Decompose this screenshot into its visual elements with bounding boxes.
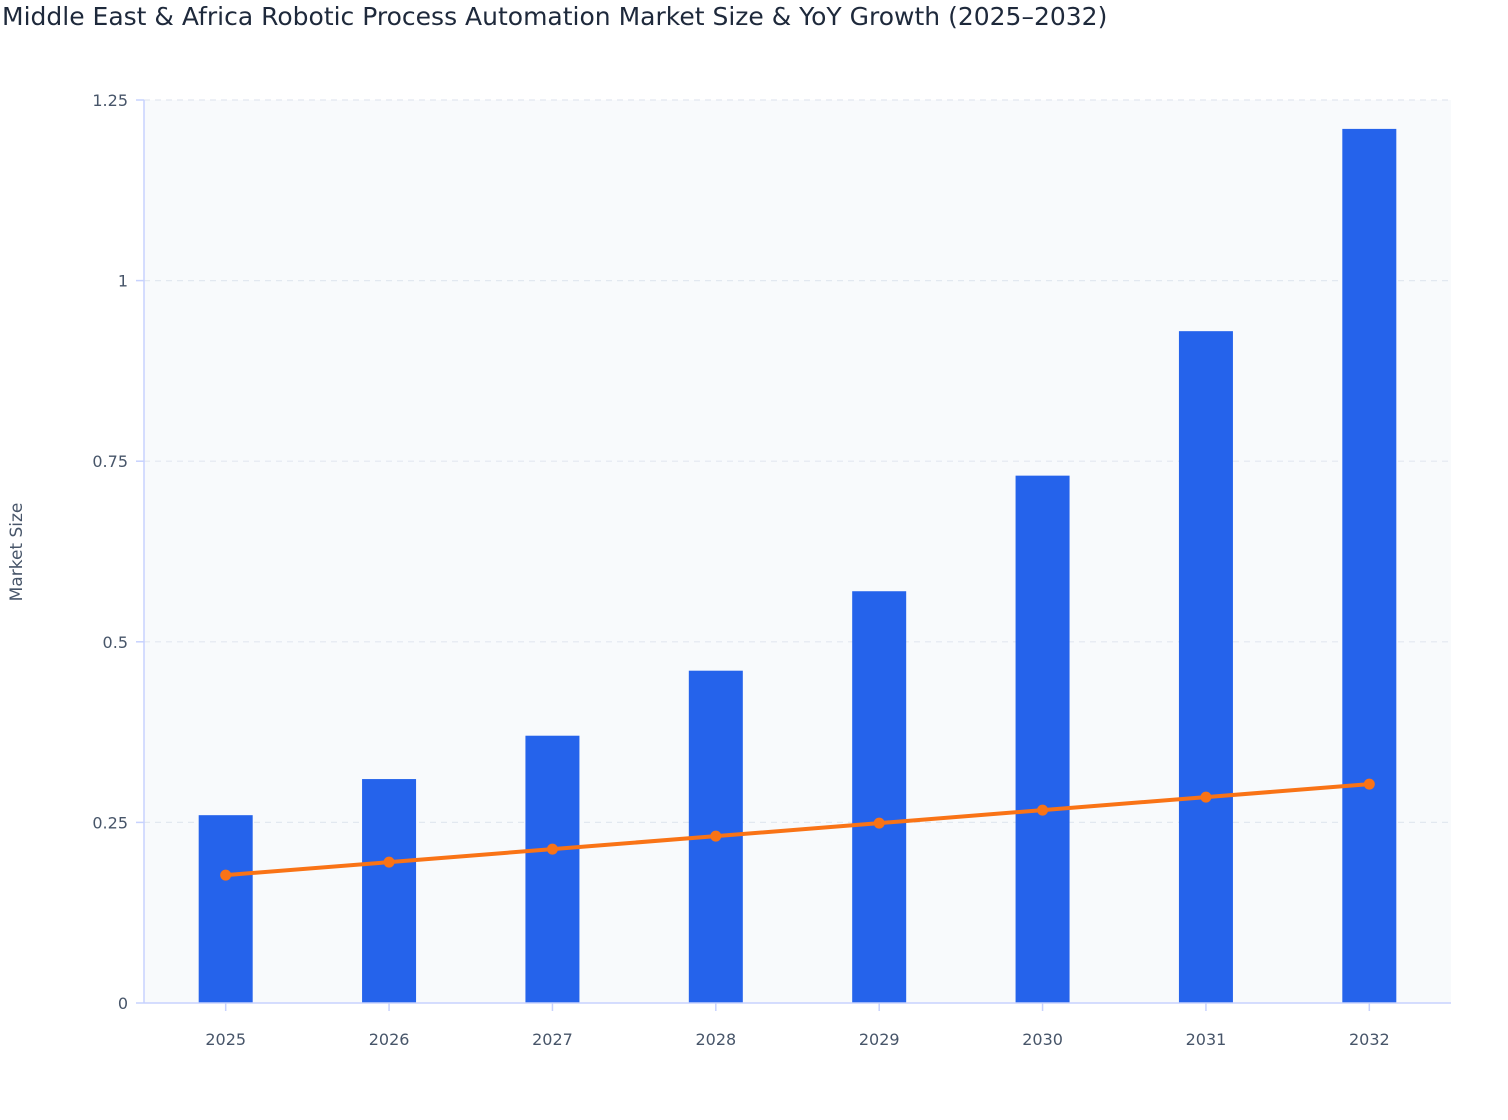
line-point-2025 bbox=[220, 869, 232, 881]
line-point-2031 bbox=[1200, 791, 1212, 803]
x-tick-label: 2029 bbox=[859, 1030, 900, 1049]
y-axis-label: Market Size bbox=[7, 503, 27, 602]
line-series bbox=[225, 782, 1370, 878]
x-tick-label: 2026 bbox=[369, 1030, 410, 1049]
line-point-2030 bbox=[1037, 804, 1049, 816]
line-point-2026 bbox=[383, 856, 395, 868]
x-tick-label: 2028 bbox=[695, 1030, 736, 1049]
y-tick-label: 1.25 bbox=[92, 91, 128, 110]
bar-2031 bbox=[1178, 331, 1233, 1004]
x-tick-label: 2032 bbox=[1349, 1030, 1390, 1049]
y-tick-label: 1 bbox=[118, 272, 128, 291]
bar-2025 bbox=[198, 815, 253, 1003]
bar-2026 bbox=[362, 779, 417, 1003]
bar-2029 bbox=[852, 591, 907, 1003]
x-tick-label: 2027 bbox=[532, 1030, 573, 1049]
y-tick-label: 0 bbox=[118, 994, 128, 1013]
x-tick-label: 2031 bbox=[1186, 1030, 1227, 1049]
chart-title: Middle East & Africa Robotic Process Aut… bbox=[2, 2, 1108, 31]
x-tick-label: 2030 bbox=[1022, 1030, 1063, 1049]
y-tick-label: 0.5 bbox=[103, 633, 128, 652]
line-point-2028 bbox=[710, 830, 722, 842]
y-tick-label: 0.75 bbox=[92, 452, 128, 471]
line-point-2027 bbox=[546, 843, 558, 855]
line-point-2032 bbox=[1363, 778, 1375, 790]
line-point-2029 bbox=[873, 817, 885, 829]
y-tick-label: 0.25 bbox=[92, 813, 128, 832]
bar-2032 bbox=[1342, 128, 1397, 1003]
bar-2027 bbox=[525, 735, 580, 1003]
x-tick-label: 2025 bbox=[205, 1030, 246, 1049]
bar-2030 bbox=[1015, 475, 1070, 1003]
plot-background bbox=[144, 100, 1451, 1003]
